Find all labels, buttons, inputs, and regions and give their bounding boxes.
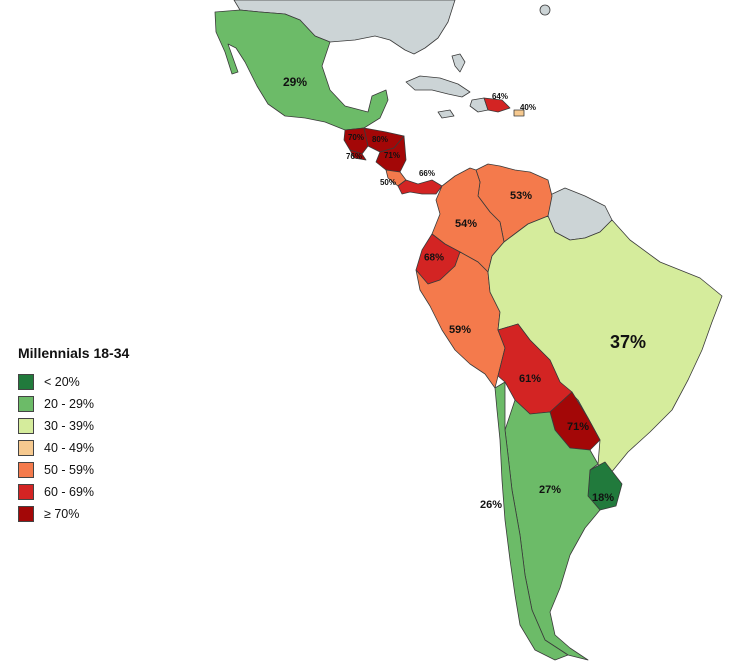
legend: Millennials 18-34 < 20% 20 - 29% 30 - 39… bbox=[18, 345, 158, 525]
region-el-salvador[interactable] bbox=[349, 149, 367, 161]
bermuda-dot bbox=[539, 4, 551, 16]
label-puerto-rico: 40% bbox=[520, 103, 536, 112]
label-dominican-republic: 64% bbox=[492, 92, 508, 101]
label-chile: 26% bbox=[480, 499, 502, 511]
label-argentina: 27% bbox=[539, 484, 561, 496]
cuba-land bbox=[405, 75, 471, 98]
legend-swatch-5 bbox=[18, 484, 34, 500]
countries bbox=[214, 9, 723, 661]
label-colombia: 54% bbox=[455, 218, 477, 230]
region-puerto-rico[interactable] bbox=[513, 109, 525, 117]
region-dominican-republic[interactable] bbox=[483, 97, 511, 113]
legend-label-3: 40 - 49% bbox=[44, 441, 95, 455]
label-el-salvador: 70% bbox=[348, 133, 364, 142]
region-nicaragua[interactable] bbox=[375, 135, 407, 173]
label-honduras: 80% bbox=[372, 135, 388, 144]
legend-title: Millennials 18-34 bbox=[18, 345, 130, 361]
label-panama: 66% bbox=[419, 169, 435, 178]
bahamas-land bbox=[451, 53, 466, 73]
region-mexico[interactable] bbox=[214, 9, 389, 131]
label-peru: 59% bbox=[449, 324, 471, 336]
legend-item-4: 50 - 59% bbox=[18, 459, 158, 481]
region-chile[interactable] bbox=[494, 381, 569, 661]
legend-item-3: 40 - 49% bbox=[18, 437, 158, 459]
label-bolivia: 61% bbox=[519, 373, 541, 385]
legend-item-6: ≥ 70% bbox=[18, 503, 158, 525]
legend-item-1: 20 - 29% bbox=[18, 393, 158, 415]
legend-swatch-4 bbox=[18, 462, 34, 478]
label-mexico: 29% bbox=[283, 75, 307, 89]
legend-swatch-0 bbox=[18, 374, 34, 390]
label-venezuela: 53% bbox=[510, 190, 532, 202]
legend-swatch-6 bbox=[18, 506, 34, 522]
legend-item-2: 30 - 39% bbox=[18, 415, 158, 437]
legend-label-1: 20 - 29% bbox=[44, 397, 95, 411]
label-ecuador: 68% bbox=[424, 253, 444, 264]
legend-label-0: < 20% bbox=[44, 375, 80, 389]
legend-label-5: 60 - 69% bbox=[44, 485, 95, 499]
country-labels: 29% 76% 70% 80% 71% 50% 66% 64% 40% 53% … bbox=[283, 75, 646, 511]
legend-label-4: 50 - 59% bbox=[44, 463, 95, 477]
label-costa-rica: 50% bbox=[380, 178, 396, 187]
label-guatemala: 76% bbox=[346, 152, 362, 161]
haiti-land bbox=[469, 97, 489, 113]
label-uruguay: 18% bbox=[592, 492, 614, 504]
legend-item-5: 60 - 69% bbox=[18, 481, 158, 503]
legend-swatch-1 bbox=[18, 396, 34, 412]
legend-item-0: < 20% bbox=[18, 371, 158, 393]
region-panama[interactable] bbox=[397, 179, 443, 195]
legend-label-2: 30 - 39% bbox=[44, 419, 95, 433]
jamaica-land bbox=[437, 109, 455, 119]
legend-label-6: ≥ 70% bbox=[44, 507, 80, 521]
label-paraguay: 71% bbox=[567, 421, 589, 433]
legend-swatch-3 bbox=[18, 440, 34, 456]
legend-swatch-2 bbox=[18, 418, 34, 434]
label-brazil: 37% bbox=[610, 332, 646, 352]
label-nicaragua: 71% bbox=[384, 151, 400, 160]
